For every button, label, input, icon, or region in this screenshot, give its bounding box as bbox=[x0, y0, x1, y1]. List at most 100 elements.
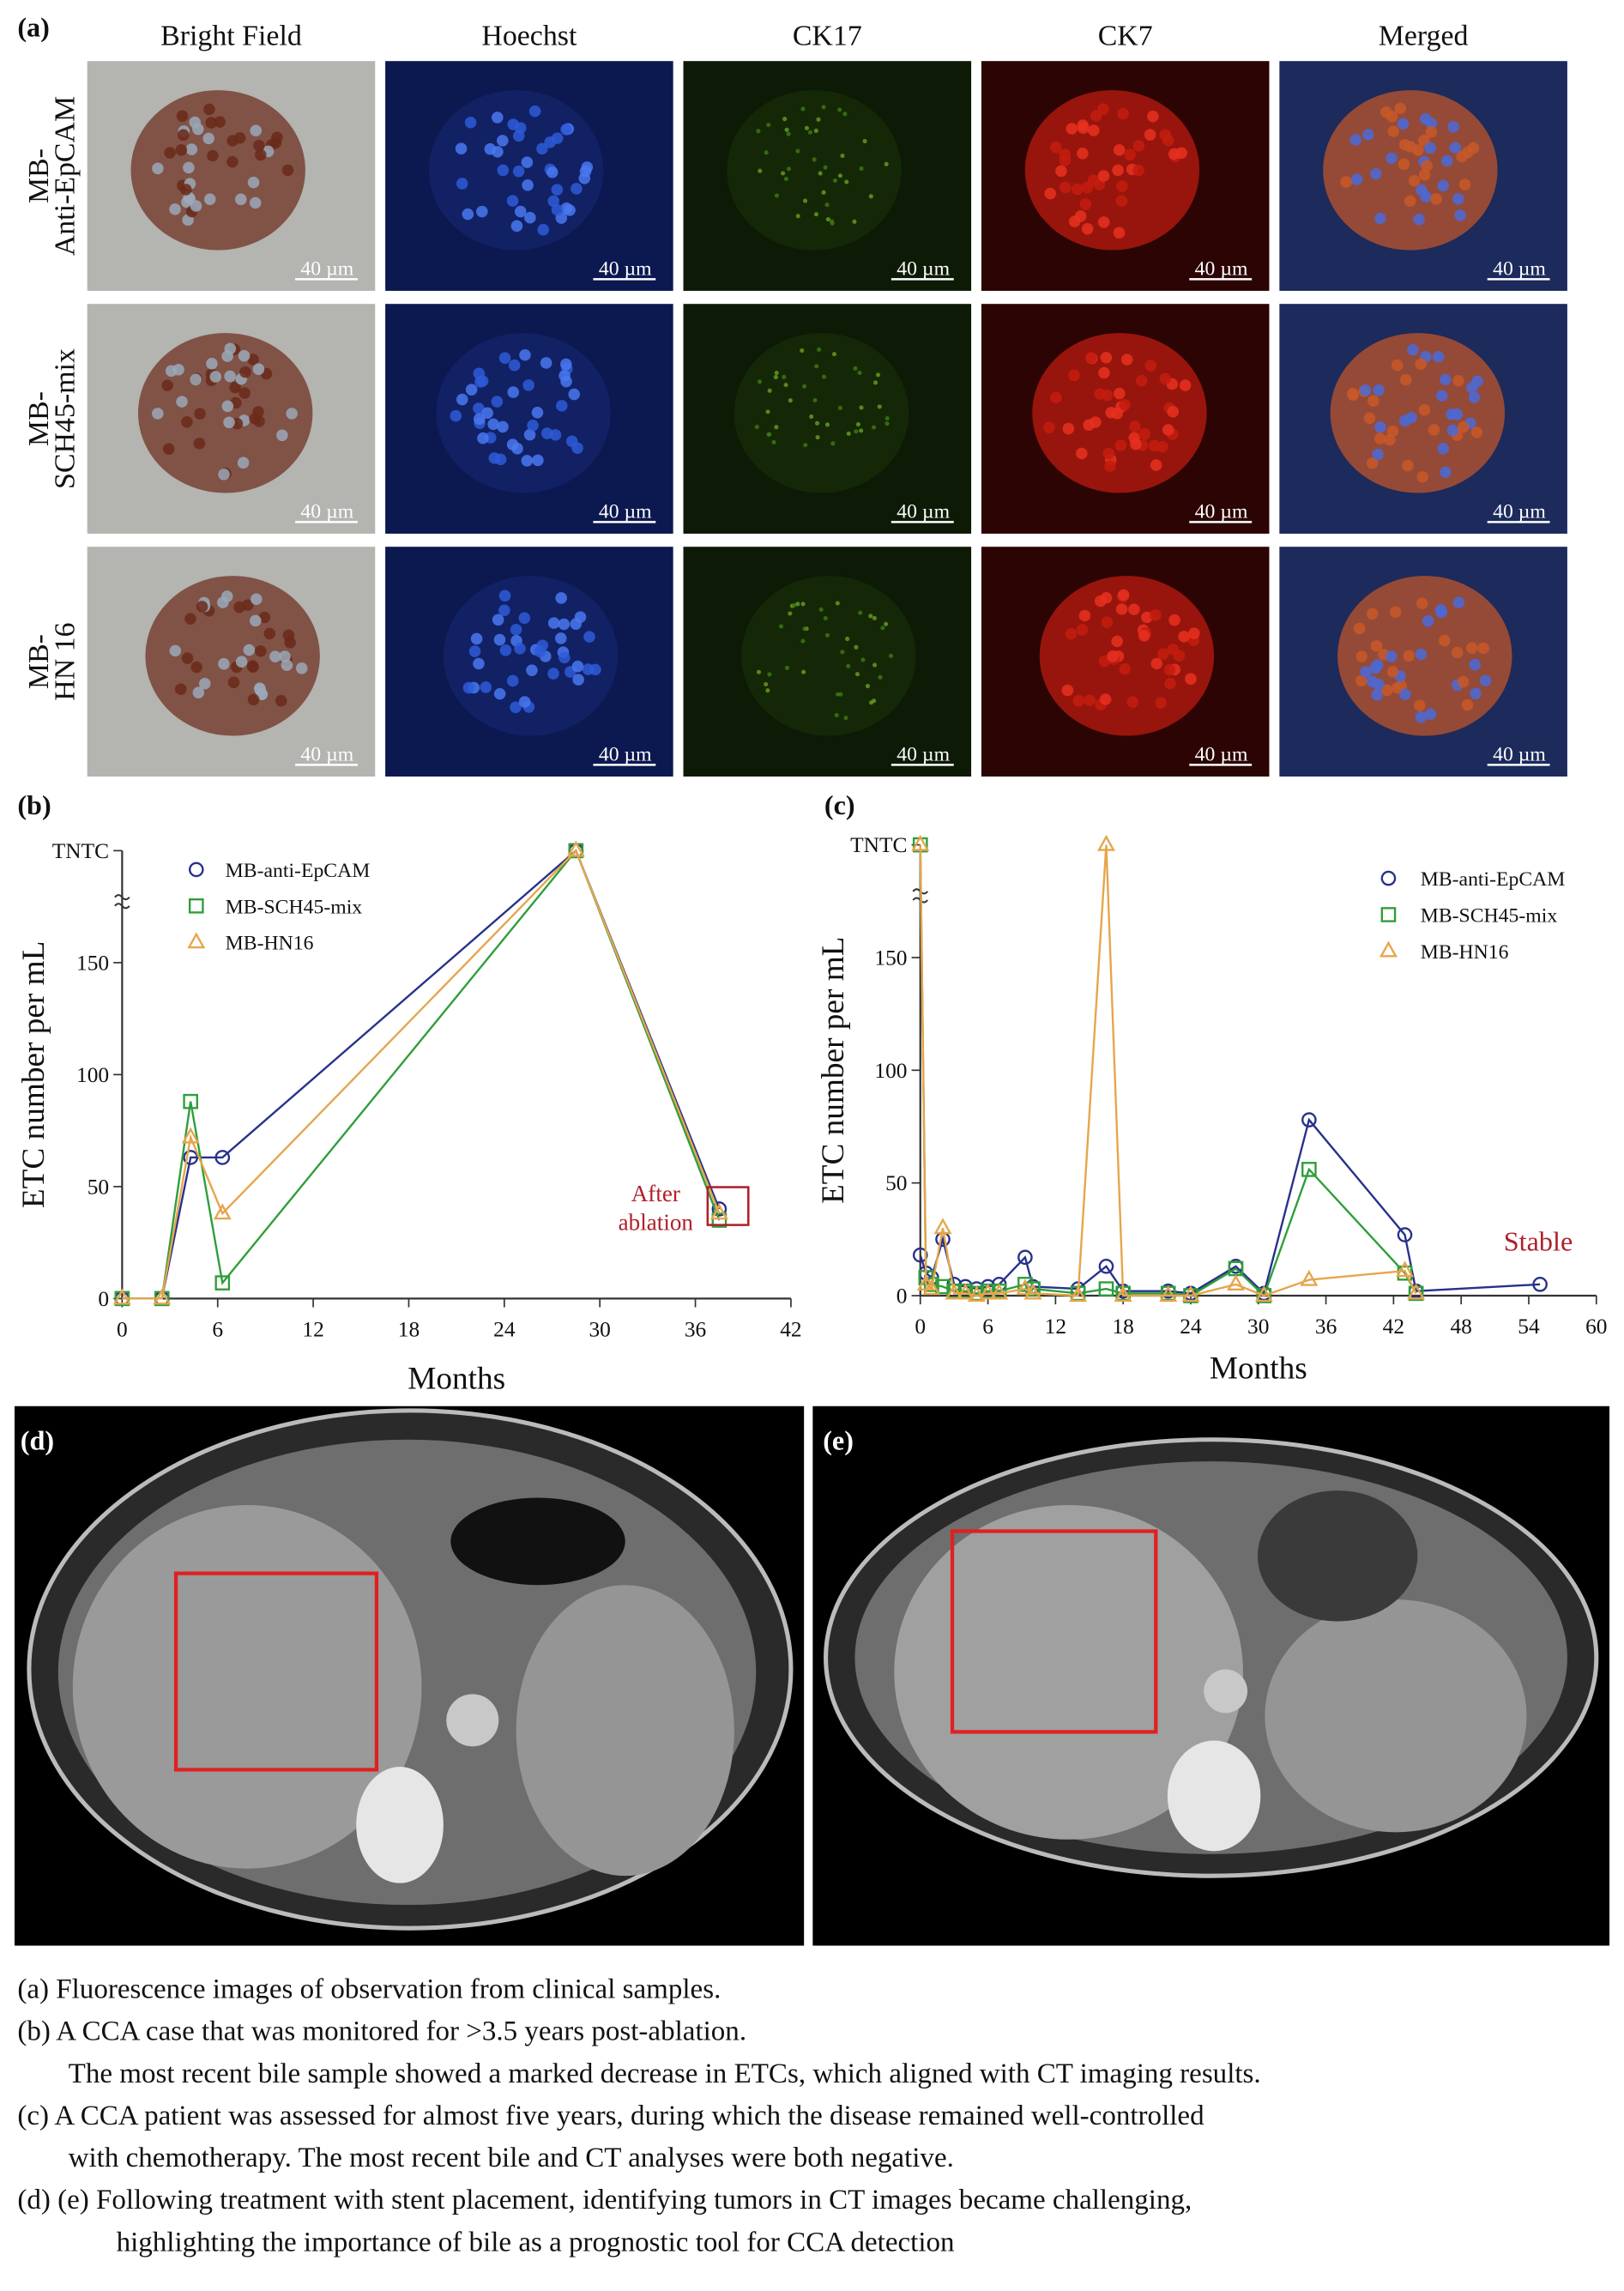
cell bbox=[1119, 662, 1132, 675]
cell bbox=[536, 142, 548, 155]
cell bbox=[510, 220, 523, 233]
cell bbox=[784, 127, 789, 132]
cell bbox=[786, 131, 791, 136]
cell bbox=[837, 173, 842, 178]
cell bbox=[764, 150, 769, 155]
cell bbox=[1350, 173, 1363, 185]
cell bbox=[1178, 631, 1190, 643]
cell bbox=[172, 364, 184, 376]
cell bbox=[1469, 658, 1482, 671]
cell bbox=[1457, 420, 1470, 433]
cell bbox=[872, 425, 877, 430]
cell bbox=[1061, 684, 1074, 697]
cell bbox=[456, 178, 468, 190]
cell bbox=[854, 672, 860, 677]
cell bbox=[507, 386, 520, 398]
column-header: Bright Field bbox=[160, 21, 302, 52]
cell bbox=[788, 611, 793, 616]
cell bbox=[1452, 375, 1464, 387]
cell bbox=[221, 400, 234, 413]
cell bbox=[1150, 657, 1163, 670]
cell bbox=[1115, 603, 1128, 615]
cell bbox=[1389, 606, 1402, 619]
cell bbox=[555, 632, 567, 644]
cell bbox=[1458, 178, 1471, 190]
series-line bbox=[919, 844, 1417, 1297]
cell bbox=[203, 103, 215, 116]
cell bbox=[250, 124, 263, 136]
cell bbox=[1072, 694, 1085, 707]
cell bbox=[844, 179, 849, 184]
cell bbox=[1144, 129, 1156, 141]
cell bbox=[1440, 466, 1452, 479]
cell bbox=[560, 124, 572, 136]
legend-marker bbox=[1380, 907, 1397, 922]
cell bbox=[1374, 212, 1386, 225]
point bbox=[1301, 1112, 1317, 1127]
cell bbox=[462, 208, 474, 221]
legend-label: MB-anti-EpCAM bbox=[226, 860, 371, 882]
cell bbox=[493, 687, 506, 700]
cell bbox=[824, 203, 830, 208]
cell bbox=[813, 212, 819, 217]
cell bbox=[572, 674, 584, 686]
cell bbox=[196, 601, 208, 613]
cell bbox=[161, 379, 174, 391]
cell bbox=[1147, 110, 1159, 123]
cell bbox=[499, 644, 512, 656]
cell-cluster bbox=[1330, 333, 1506, 493]
micrograph: 40 µm bbox=[87, 61, 376, 291]
x-tick-label: 30 bbox=[1247, 1315, 1269, 1339]
cell bbox=[788, 398, 793, 403]
cell bbox=[255, 148, 267, 161]
cell bbox=[498, 589, 511, 602]
point bbox=[911, 834, 930, 851]
cell bbox=[551, 132, 564, 144]
cell bbox=[800, 638, 806, 644]
cell bbox=[824, 422, 830, 427]
cell bbox=[756, 129, 761, 134]
cell bbox=[1113, 144, 1126, 156]
cell bbox=[878, 674, 883, 680]
cell bbox=[1373, 432, 1386, 444]
cell bbox=[484, 142, 497, 155]
cell bbox=[1370, 167, 1382, 180]
cell bbox=[176, 110, 189, 123]
point bbox=[945, 1283, 963, 1300]
cell bbox=[1394, 102, 1407, 115]
cell bbox=[865, 683, 870, 689]
cell bbox=[1114, 439, 1127, 451]
cell bbox=[1100, 351, 1113, 364]
cell bbox=[281, 659, 293, 671]
cell bbox=[526, 664, 538, 676]
cell bbox=[888, 653, 894, 658]
cell bbox=[547, 668, 559, 680]
cell bbox=[1167, 406, 1180, 418]
cell bbox=[872, 662, 878, 668]
cell bbox=[754, 425, 759, 430]
scale-bar-label: 40 µm bbox=[300, 743, 353, 765]
cell bbox=[465, 384, 478, 396]
cell bbox=[1072, 183, 1084, 196]
cell bbox=[862, 139, 867, 144]
cell bbox=[295, 662, 308, 674]
cell bbox=[1359, 384, 1372, 396]
cell bbox=[1432, 351, 1445, 363]
cell bbox=[884, 421, 890, 426]
cell bbox=[1454, 209, 1466, 221]
cell bbox=[1050, 391, 1062, 404]
ct-liver bbox=[72, 1505, 422, 1869]
cell bbox=[774, 425, 779, 430]
ct-image-e bbox=[812, 1405, 1610, 1946]
micrograph: 40 µm bbox=[385, 61, 673, 291]
cell bbox=[1138, 428, 1150, 440]
cell bbox=[1386, 425, 1399, 438]
point bbox=[1396, 1260, 1415, 1278]
x-tick-label: 36 bbox=[1315, 1315, 1337, 1339]
cell bbox=[560, 358, 572, 371]
cell bbox=[468, 645, 481, 657]
cell bbox=[1162, 424, 1174, 436]
scale-bar-label: 40 µm bbox=[897, 743, 950, 765]
cell bbox=[493, 633, 506, 646]
cell bbox=[859, 166, 864, 171]
